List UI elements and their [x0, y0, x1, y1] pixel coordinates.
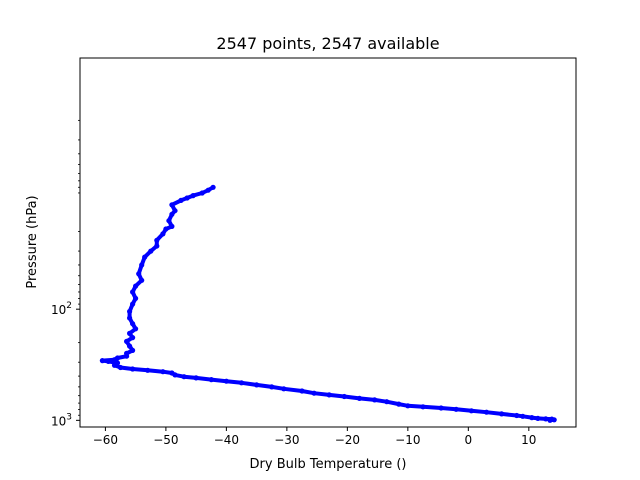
data-point	[169, 370, 175, 376]
x-tick-label: −60	[93, 433, 118, 447]
data-point	[499, 411, 505, 417]
data-point	[199, 190, 205, 196]
data-point	[124, 350, 130, 356]
y-axis-label: Pressure (hPa)	[25, 195, 40, 288]
data-point	[543, 416, 549, 422]
data-point	[160, 369, 166, 375]
data-point	[99, 358, 105, 364]
data-point	[148, 248, 154, 254]
data-point	[130, 321, 136, 327]
data-point	[520, 413, 526, 419]
data-point	[114, 355, 121, 361]
data-point	[178, 197, 184, 203]
data-point	[127, 343, 133, 349]
data-point	[142, 254, 148, 260]
data-point	[190, 193, 196, 199]
data-point	[453, 406, 459, 412]
data-point	[299, 388, 305, 394]
data-point	[396, 401, 402, 407]
x-tick-label: 0	[465, 433, 473, 447]
data-point	[535, 415, 541, 421]
x-axis-label: Dry Bulb Temperature ()	[250, 457, 407, 472]
data-point	[483, 409, 490, 415]
data-point	[514, 412, 520, 419]
data-point	[139, 277, 145, 283]
data-point	[372, 397, 378, 403]
x-tick-label: −40	[214, 433, 239, 447]
data-point	[311, 390, 317, 396]
data-point	[269, 384, 275, 390]
data-point	[356, 395, 363, 401]
data-point	[124, 338, 130, 344]
data-point	[117, 364, 124, 371]
data-point	[114, 360, 121, 366]
data-point	[420, 404, 426, 410]
x-tick-label: −50	[153, 433, 178, 447]
data-point	[145, 367, 151, 373]
data-point	[193, 375, 199, 381]
plot-frame	[79, 57, 577, 428]
data-point	[181, 374, 187, 380]
data-point	[205, 187, 211, 193]
data-point	[127, 330, 133, 336]
data-point	[438, 405, 444, 411]
data-point	[169, 211, 175, 217]
data-point	[384, 399, 390, 405]
data-point	[326, 392, 332, 398]
data-point	[529, 415, 535, 421]
data-point	[254, 382, 260, 388]
data-point	[468, 408, 474, 414]
data-point	[139, 262, 145, 268]
data-point	[133, 295, 139, 301]
data-point	[130, 347, 136, 353]
data-point	[136, 271, 142, 277]
data-point	[172, 208, 178, 214]
data-point	[105, 358, 111, 364]
data-point	[130, 335, 136, 341]
data-point	[210, 184, 216, 190]
data-point	[160, 231, 166, 237]
data-point	[208, 377, 214, 383]
data-point	[133, 326, 139, 332]
chart-title: 2547 points, 2547 available	[216, 34, 439, 53]
data-point	[133, 283, 139, 289]
x-tick-label: −20	[335, 433, 360, 447]
data-point	[223, 378, 229, 384]
data-point	[238, 380, 245, 386]
data-point	[130, 366, 136, 372]
data-point	[549, 416, 555, 422]
data-point	[130, 289, 136, 295]
data-point	[130, 301, 136, 307]
series-layer	[99, 184, 557, 423]
data-point	[169, 223, 175, 229]
data-point	[184, 195, 190, 201]
data-point	[154, 237, 160, 243]
data-point	[169, 202, 175, 208]
data-point	[127, 308, 133, 315]
data-point	[127, 315, 133, 321]
data-point	[281, 386, 287, 392]
data-point	[341, 393, 347, 400]
x-tick-label: −30	[274, 433, 299, 447]
x-ticks: −60 −50 −40 −30 −20 −10 0 10	[93, 427, 536, 447]
data-point	[154, 243, 160, 249]
x-tick-label: −10	[395, 433, 420, 447]
data-point	[405, 403, 411, 409]
data-point	[166, 218, 172, 224]
x-tick-label: 10	[521, 433, 536, 447]
data-point	[163, 226, 169, 232]
